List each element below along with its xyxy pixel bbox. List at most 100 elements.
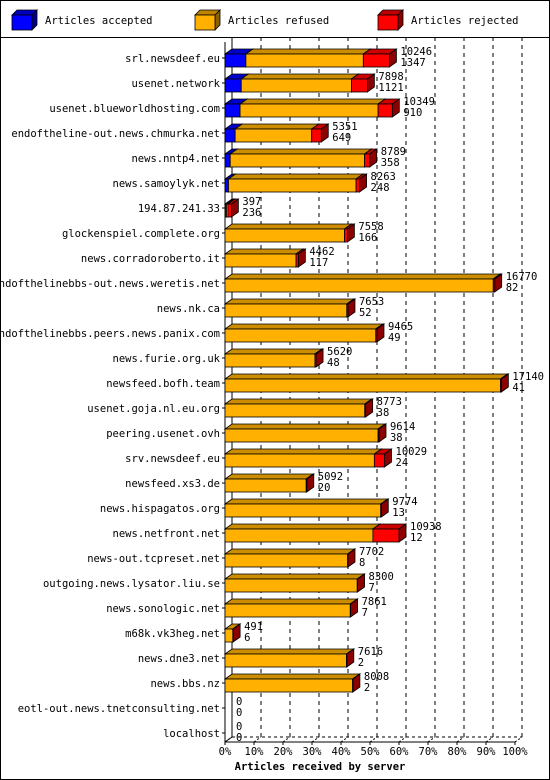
x-tick-label: 50% — [361, 746, 381, 758]
value-label-total: 8263 — [371, 171, 396, 183]
value-label-total: 397 — [242, 196, 261, 208]
bar-rejected — [355, 178, 360, 193]
bar-rejected — [373, 453, 385, 468]
bar-refused-top — [223, 298, 356, 305]
grid-floor-line — [398, 736, 407, 743]
bar-refused-top — [223, 248, 305, 255]
server-label: srl.newsdeef.eu — [125, 53, 220, 65]
server-label: news.nntp4.net — [131, 153, 220, 165]
legend-swatch — [11, 14, 33, 31]
legend-swatch — [377, 14, 399, 31]
bar-rejected — [227, 203, 232, 218]
server-label: newsfeed.bofh.team — [106, 378, 220, 390]
server-label: news.furie.org.uk — [113, 353, 221, 365]
bar-rejected — [362, 53, 390, 68]
bar-rejected — [364, 153, 371, 168]
server-label: news.corradoroberto.it — [81, 253, 220, 265]
bar-refused-top — [223, 223, 353, 230]
grid-floor-line — [253, 736, 262, 743]
bar-refused — [224, 453, 375, 468]
value-label-total: 7861 — [362, 596, 387, 608]
grid-floor-line — [282, 736, 291, 743]
value-label-total: 8008 — [364, 671, 389, 683]
x-tick-label: 20% — [274, 746, 294, 758]
bar-refused — [224, 678, 353, 693]
server-label: peering.usenet.ovh — [106, 428, 220, 440]
bar-rejected — [380, 503, 382, 518]
bar-refused-top — [223, 498, 389, 505]
bar-refused-top — [223, 398, 374, 405]
server-label: m68k.vk3heg.net — [125, 628, 220, 640]
bar-refused — [224, 428, 379, 443]
x-tick-label: 80% — [448, 746, 468, 758]
bar-rejected — [492, 278, 496, 293]
x-axis-title: Articles received by server — [235, 761, 406, 773]
value-label-total: 9465 — [388, 321, 413, 333]
value-label-total: 5092 — [318, 471, 343, 483]
server-label: news.netfront.net — [113, 528, 220, 540]
bar-refused — [239, 103, 379, 118]
grid-floor-line — [427, 736, 436, 743]
bar-refused — [224, 478, 307, 493]
x-tick-label: 60% — [390, 746, 410, 758]
server-label: news.dne3.net — [138, 653, 220, 665]
bar-refused — [224, 628, 234, 643]
value-label-rejected: 8 — [359, 557, 365, 569]
bar-refused-top — [223, 273, 502, 280]
bar-rejected — [372, 528, 400, 543]
bar-refused — [224, 353, 316, 368]
x-tick-label: 70% — [419, 746, 439, 758]
bar-accepted — [224, 53, 247, 68]
grid-floor-line — [514, 736, 523, 743]
value-label-rejected: 82 — [506, 282, 519, 294]
value-label-total: 7616 — [358, 646, 383, 658]
bar-refused-top — [223, 548, 356, 555]
grid-floor-line — [456, 736, 465, 743]
bar-rejected — [305, 478, 308, 493]
value-label-rejected: 2 — [358, 657, 364, 669]
value-label-rejected: 248 — [371, 182, 390, 194]
bar-rejected — [314, 353, 317, 368]
value-label-rejected: 7 — [362, 607, 368, 619]
value-label-rejected: 38 — [377, 407, 390, 419]
grid-floor-line — [224, 736, 233, 743]
value-label-rejected: 49 — [388, 332, 401, 344]
legend-label: Articles refused — [228, 15, 329, 27]
value-label-total: 17140 — [512, 371, 544, 383]
bar-rejected — [344, 228, 348, 243]
value-label-total: 10246 — [400, 46, 432, 58]
value-label-total: 5620 — [327, 346, 352, 358]
bar-refused-top — [233, 123, 320, 130]
server-label: endoftheline-out.news.chmurka.net — [11, 128, 220, 140]
bar-refused — [224, 378, 501, 393]
server-label: usenet.goja.nl.eu.org — [87, 403, 220, 415]
bar-rejected — [500, 378, 502, 393]
value-label-rejected: 12 — [410, 532, 423, 544]
bar-refused-top — [223, 448, 383, 455]
value-label-rejected: 20 — [318, 482, 331, 494]
server-label: srv.newsdeef.eu — [125, 453, 220, 465]
server-label: news.nk.ca — [157, 303, 220, 315]
value-label-total: 9774 — [392, 496, 417, 508]
bar-refused — [229, 153, 365, 168]
bar-rejected — [364, 403, 367, 418]
bar-refused — [240, 78, 352, 93]
x-tick-label: 0% — [219, 746, 232, 758]
value-label-rejected: 13 — [392, 507, 405, 519]
bar-refused-top — [223, 323, 385, 330]
bar-refused — [224, 328, 377, 343]
server-label: news.samoylyk.net — [113, 178, 220, 190]
grid-floor-line — [311, 736, 320, 743]
bar-refused-top — [223, 373, 509, 380]
value-label-rejected: 358 — [381, 157, 400, 169]
bar-refused — [224, 403, 366, 418]
server-label: usenet.network — [131, 78, 220, 90]
bar-rejected — [377, 103, 393, 118]
value-label-rejected: 24 — [396, 457, 409, 469]
value-label-rejected: 0 — [236, 732, 242, 744]
bar-refused-top — [228, 148, 373, 155]
bar-refused — [224, 303, 348, 318]
bar-accepted — [224, 178, 229, 193]
grid-floor-line — [369, 736, 378, 743]
server-label: endofthelinebbs-out.news.weretis.net — [0, 278, 220, 290]
